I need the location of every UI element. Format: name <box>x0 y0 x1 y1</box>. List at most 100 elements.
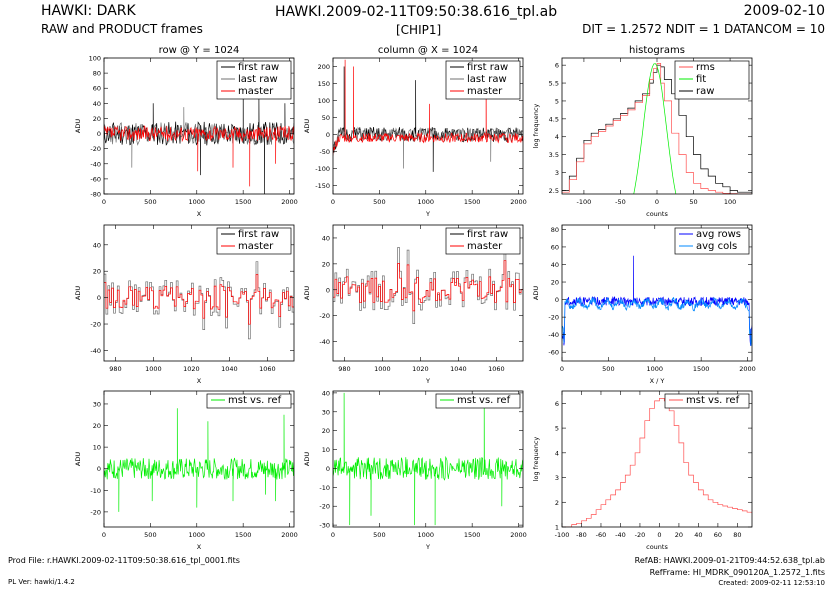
plot-frame <box>332 224 524 362</box>
x-tick-label: 50 <box>689 198 697 206</box>
x-tick-label: 1040 <box>221 365 238 373</box>
x-tick-label: 0 <box>560 365 564 373</box>
x-tick-label: -60 <box>596 531 607 539</box>
y-tick-label: 2.5 <box>549 187 559 195</box>
y-tick-label: -40 <box>548 331 559 339</box>
x-tick-label: 1000 <box>418 531 435 539</box>
y-tick-label: -50 <box>319 148 330 156</box>
plot-frame <box>103 390 295 528</box>
chip-label: [CHIP1] <box>396 23 442 37</box>
series-line-2 <box>333 59 523 156</box>
plot-p3: -100 -50 0 50 100 2.5 3 3.5 4 4.5 5 5.5 6 histograms c… <box>532 45 753 218</box>
x-axis-label: counts <box>646 210 668 218</box>
y-axis-label: ADU <box>74 452 82 466</box>
legend-box <box>206 393 292 409</box>
y-tick-label: -30 <box>319 522 330 530</box>
legend-label: first raw <box>238 62 279 73</box>
x-tick-label: 500 <box>602 365 614 373</box>
x-tick-label: 980 <box>338 365 350 373</box>
plot-title: histograms <box>629 45 685 56</box>
x-tick-label: 1500 <box>464 531 481 539</box>
y-tick-label: 10 <box>93 444 101 452</box>
plot-frame <box>103 224 295 362</box>
series-group <box>562 398 752 527</box>
plot-p1: 0 500 1000 1500 2000 -80 -60 -40 -20 0 20 40 60 80 100… <box>74 45 298 218</box>
y-tick-label: 10 <box>322 446 330 454</box>
series-line-1 <box>104 274 294 325</box>
x-tick-label: 0 <box>331 198 335 206</box>
y-tick-label: 0 <box>555 296 559 304</box>
legend-label: master <box>238 241 274 252</box>
legend-box <box>674 227 750 255</box>
x-tick-label: 1500 <box>235 531 252 539</box>
report-title: HAWKI: DARK <box>41 3 136 19</box>
y-tick-label: 4 <box>555 133 559 141</box>
x-tick-label: 1000 <box>145 365 162 373</box>
legend-label: master <box>467 241 503 252</box>
pipeline-version: PL Ver: hawki/1.4.2 <box>8 578 75 586</box>
legend-label: fit <box>696 74 706 85</box>
x-tick-label: 100 <box>724 198 736 206</box>
x-tick-label: 2000 <box>510 531 527 539</box>
y-tick-label: 5 <box>555 97 559 105</box>
y-tick-label: 3 <box>555 474 559 482</box>
y-axis-label: ADU <box>303 286 311 300</box>
series-line-1 <box>104 107 294 168</box>
series-line-1 <box>333 260 523 312</box>
y-tick-label: 40 <box>93 100 101 108</box>
y-tick-label: 0 <box>326 131 330 139</box>
y-tick-label: 40 <box>93 241 101 249</box>
y-tick-label: -80 <box>90 191 101 199</box>
x-tick-label: 2000 <box>739 365 756 373</box>
legend-label: first raw <box>467 229 508 240</box>
y-axis-label: ADU <box>303 119 311 133</box>
y-tick-label: 40 <box>322 234 330 242</box>
legend-label: last raw <box>467 74 507 85</box>
x-tick-label: 40 <box>694 531 702 539</box>
y-tick-label: 0 <box>326 286 330 294</box>
series-group <box>562 255 752 346</box>
x-tick-label: -20 <box>635 531 646 539</box>
y-tick-label: -20 <box>90 508 101 516</box>
y-tick-label: -60 <box>90 175 101 183</box>
y-axis-label: log frequency <box>532 437 540 482</box>
x-axis-label: Y <box>425 210 430 218</box>
y-tick-label: -10 <box>319 484 330 492</box>
legend-label: mst vs. ref <box>457 395 511 406</box>
y-tick-label: 3 <box>555 169 559 177</box>
y-tick-label: 40 <box>551 261 559 269</box>
y-tick-label: -20 <box>319 312 330 320</box>
y-axis-label: ADU <box>74 286 82 300</box>
series-group <box>333 59 523 172</box>
x-tick-label: 20 <box>675 531 683 539</box>
series-line-1 <box>562 63 752 194</box>
legend: mst vs. ref <box>206 393 292 409</box>
y-tick-label: 1 <box>555 524 559 532</box>
prod-file: Prod File: r.HAWKI.2009-02-11T09:50:38.6… <box>8 556 240 565</box>
x-tick-label: 80 <box>733 531 741 539</box>
y-tick-label: -20 <box>319 503 330 511</box>
y-axis-label: ADU <box>74 119 82 133</box>
legend-label: master <box>467 86 503 97</box>
date-label: 2009-02-10 <box>743 3 825 19</box>
plot-p9: -100 -80 -60 -40 -20 0 20 40 60 80 1 2 3 4 5 6 counts log… <box>532 390 753 551</box>
x-tick-label: -80 <box>576 531 587 539</box>
exposure-params: DIT = 1.2572 NDIT = 1 DATANCOM = 10 <box>582 22 825 36</box>
x-tick-label: 0 <box>657 531 661 539</box>
y-tick-label: 4 <box>555 449 559 457</box>
x-tick-label: 0 <box>102 198 106 206</box>
x-tick-label: 500 <box>373 531 385 539</box>
plot-p6: 0 500 1000 1500 2000 -60 -40 -20 0 20 40 60 80 X / Y A… <box>532 224 756 385</box>
y-tick-label: 5.5 <box>549 80 559 88</box>
x-tick-label: 1060 <box>488 365 505 373</box>
series-group <box>333 242 523 324</box>
plot-p8: 0 500 1000 1500 2000 -30 -20 -10 0 10 20 30 40 Y ADU ms… <box>303 389 527 551</box>
y-tick-label: 20 <box>93 422 101 430</box>
x-axis-label: counts <box>646 543 668 551</box>
plot-p7: 0 500 1000 1500 2000 -20 -10 0 10 20 30 X ADU mst vs.… <box>74 390 298 551</box>
y-tick-label: -40 <box>90 160 101 168</box>
x-tick-label: 500 <box>373 198 385 206</box>
